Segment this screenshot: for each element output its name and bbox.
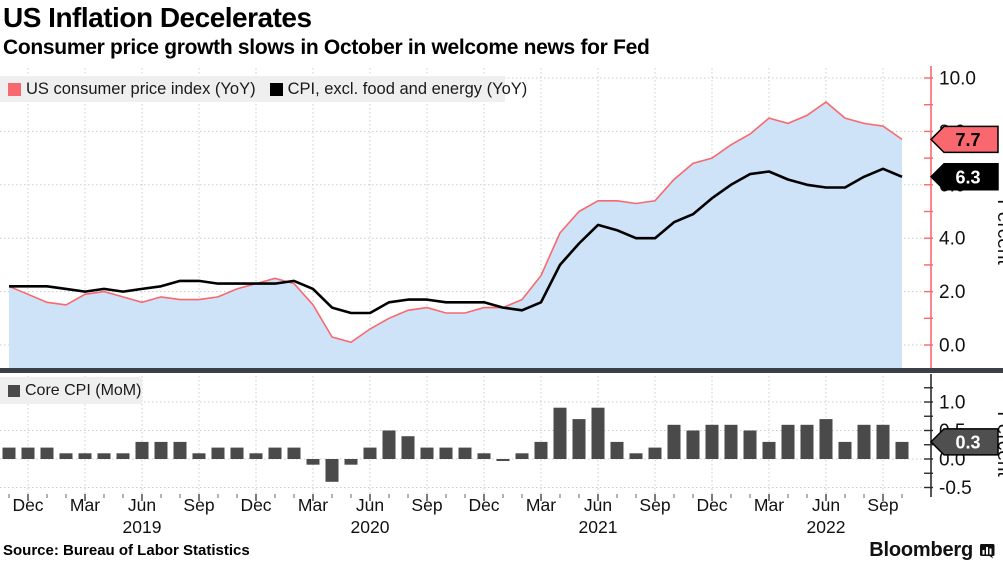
- bloomberg-logo: Bloomberg: [869, 539, 995, 562]
- panel-separator: [0, 368, 1003, 373]
- svg-text:Mar: Mar: [754, 495, 784, 515]
- legend-label-mom: Core CPI (MoM): [25, 381, 142, 399]
- top-value-axis: [924, 66, 933, 368]
- svg-text:Jun: Jun: [584, 495, 612, 515]
- legend-bottom: Core CPI (MoM): [0, 377, 142, 404]
- svg-text:Mar: Mar: [70, 495, 100, 515]
- svg-text:Sep: Sep: [183, 495, 214, 515]
- svg-text:Sep: Sep: [867, 495, 898, 515]
- top-axis-tick-labels: 0.02.04.06.08.010.0: [939, 69, 976, 357]
- svg-text:Dec: Dec: [240, 495, 271, 515]
- svg-text:Jun: Jun: [812, 495, 840, 515]
- svg-text:2.0: 2.0: [939, 282, 965, 303]
- legend-swatch-cpi-icon: [8, 82, 21, 96]
- svg-text:2022: 2022: [807, 517, 846, 537]
- bloomberg-bug-icon: [979, 543, 995, 558]
- legend-label-cpi: US consumer price index (YoY): [26, 79, 256, 98]
- svg-text:10.0: 10.0: [939, 69, 976, 90]
- legend-swatch-mom-icon: [8, 384, 20, 397]
- page-title: US Inflation Decelerates: [3, 2, 312, 33]
- svg-text:Jun: Jun: [356, 495, 384, 515]
- svg-text:Dec: Dec: [468, 495, 499, 515]
- svg-text:1.0: 1.0: [939, 393, 965, 414]
- svg-text:Dec: Dec: [696, 495, 727, 515]
- cpi-area-series: [8, 100, 903, 368]
- legend-item-cpi: US consumer price index (YoY): [8, 80, 256, 99]
- svg-text:0.0: 0.0: [939, 336, 965, 357]
- svg-text:Mar: Mar: [298, 495, 328, 515]
- legend-label-core: CPI, excl. food and energy (YoY): [287, 79, 528, 98]
- legend-top: US consumer price index (YoY) CPI, excl.…: [0, 76, 527, 102]
- svg-text:Dec: Dec: [12, 495, 43, 515]
- svg-text:7.7: 7.7: [955, 130, 980, 150]
- svg-text:6.3: 6.3: [955, 167, 980, 187]
- bottom-value-axis: [924, 374, 933, 497]
- svg-text:0.3: 0.3: [955, 432, 980, 452]
- top-axis-title: Percent: [993, 199, 1003, 265]
- core-last-value-badge: 6.3: [929, 163, 999, 191]
- bloomberg-wordmark: Bloomberg: [869, 539, 973, 561]
- legend-swatch-core-icon: [269, 82, 283, 96]
- svg-text:-0.5: -0.5: [939, 478, 972, 499]
- svg-text:4.0: 4.0: [939, 229, 965, 250]
- source-attribution: Source: Bureau of Labor Statistics: [3, 542, 250, 559]
- x-axis: Dec Mar Jun Sep Dec Mar Jun Sep Dec Mar Jun Sep Dec M…: [8, 494, 903, 537]
- svg-text:2021: 2021: [579, 517, 618, 537]
- core-cpi-line-series: [9, 167, 903, 315]
- chart-canvas: 0.02.04.06.08.010.0-0.50.00.51.0PercentP…: [0, 66, 1003, 537]
- svg-text:Jun: Jun: [128, 495, 156, 515]
- svg-text:Sep: Sep: [639, 495, 670, 515]
- legend-item-core: CPI, excl. food and energy (YoY): [269, 79, 528, 99]
- page-subtitle: Consumer price growth slows in October i…: [3, 36, 650, 59]
- svg-text:Percent: Percent: [993, 199, 1003, 265]
- cpi-last-value-badge: 7.7: [929, 125, 999, 154]
- svg-text:2020: 2020: [351, 517, 390, 537]
- svg-text:2019: 2019: [123, 517, 162, 537]
- mom-last-value-badge: 0.3: [929, 428, 999, 456]
- svg-text:Mar: Mar: [526, 495, 556, 515]
- svg-text:Sep: Sep: [411, 495, 442, 515]
- core-mom-bar-series: [2, 407, 909, 482]
